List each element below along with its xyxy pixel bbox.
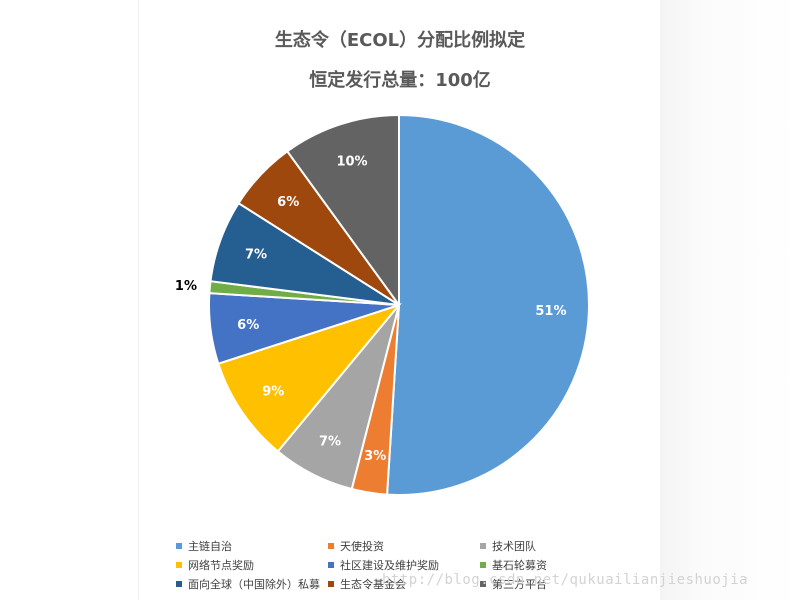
slice-data-label: 6% [237,318,259,333]
legend-item: 第三方平台 [480,576,632,591]
legend-label: 基石轮募资 [492,558,547,572]
legend-item: 天使投资 [328,538,480,553]
chart-left-border [138,0,139,600]
legend-swatch [176,580,182,587]
legend-swatch [328,542,334,549]
legend: 主链自治 天使投资 技术团队网络节点奖励 社区建设及维护奖励 基石轮募资面向全球（中国除… [176,538,636,591]
slice-data-label: 10% [336,154,367,169]
slice-data-label: 7% [319,434,341,449]
legend-item: 基石轮募资 [480,557,632,572]
watermark: http://blog.csdn.net/qukuailianjieshuoji… [382,572,749,588]
legend-label: 社区建设及维护奖励 [340,558,439,572]
slice-data-label: 3% [364,449,386,464]
legend-swatch [328,580,334,587]
legend-label: 生态令基金会 [340,577,406,591]
legend-swatch [328,561,334,568]
legend-label: 主链自治 [188,539,232,553]
right-margin [660,0,800,600]
legend-item: 面向全球（中国除外）私募 [176,576,328,591]
legend-label: 天使投资 [340,539,384,553]
legend-label: 面向全球（中国除外）私募 [188,577,320,591]
pie-slice [386,113,590,496]
pie-slice [285,113,400,309]
slice-data-label: 51% [535,304,566,319]
legend-swatch [480,580,486,587]
legend-swatch [480,542,486,549]
legend-item: 主链自治 [176,538,328,553]
legend-swatch [176,542,182,549]
slice-data-label: 9% [262,384,284,399]
legend-label: 网络节点奖励 [188,558,254,572]
legend-item: 技术团队 [480,538,632,553]
legend-item: 网络节点奖励 [176,557,328,572]
chart-subtitle: 恒定发行总量：100亿 [309,70,491,91]
legend-label: 第三方平台 [492,577,547,591]
pie-slice [217,302,402,453]
chart-title: 生态令（ECOL）分配比例拟定 [274,30,526,51]
legend-label: 技术团队 [492,539,536,553]
legend-item: 社区建设及维护奖励 [328,557,480,572]
legend-swatch [176,561,182,568]
legend-item: 生态令基金会 [328,576,480,591]
legend-swatch [480,561,486,568]
slice-data-label: 1% [175,279,197,294]
slice-data-label: 7% [245,248,267,263]
slice-data-label: 6% [277,195,299,210]
